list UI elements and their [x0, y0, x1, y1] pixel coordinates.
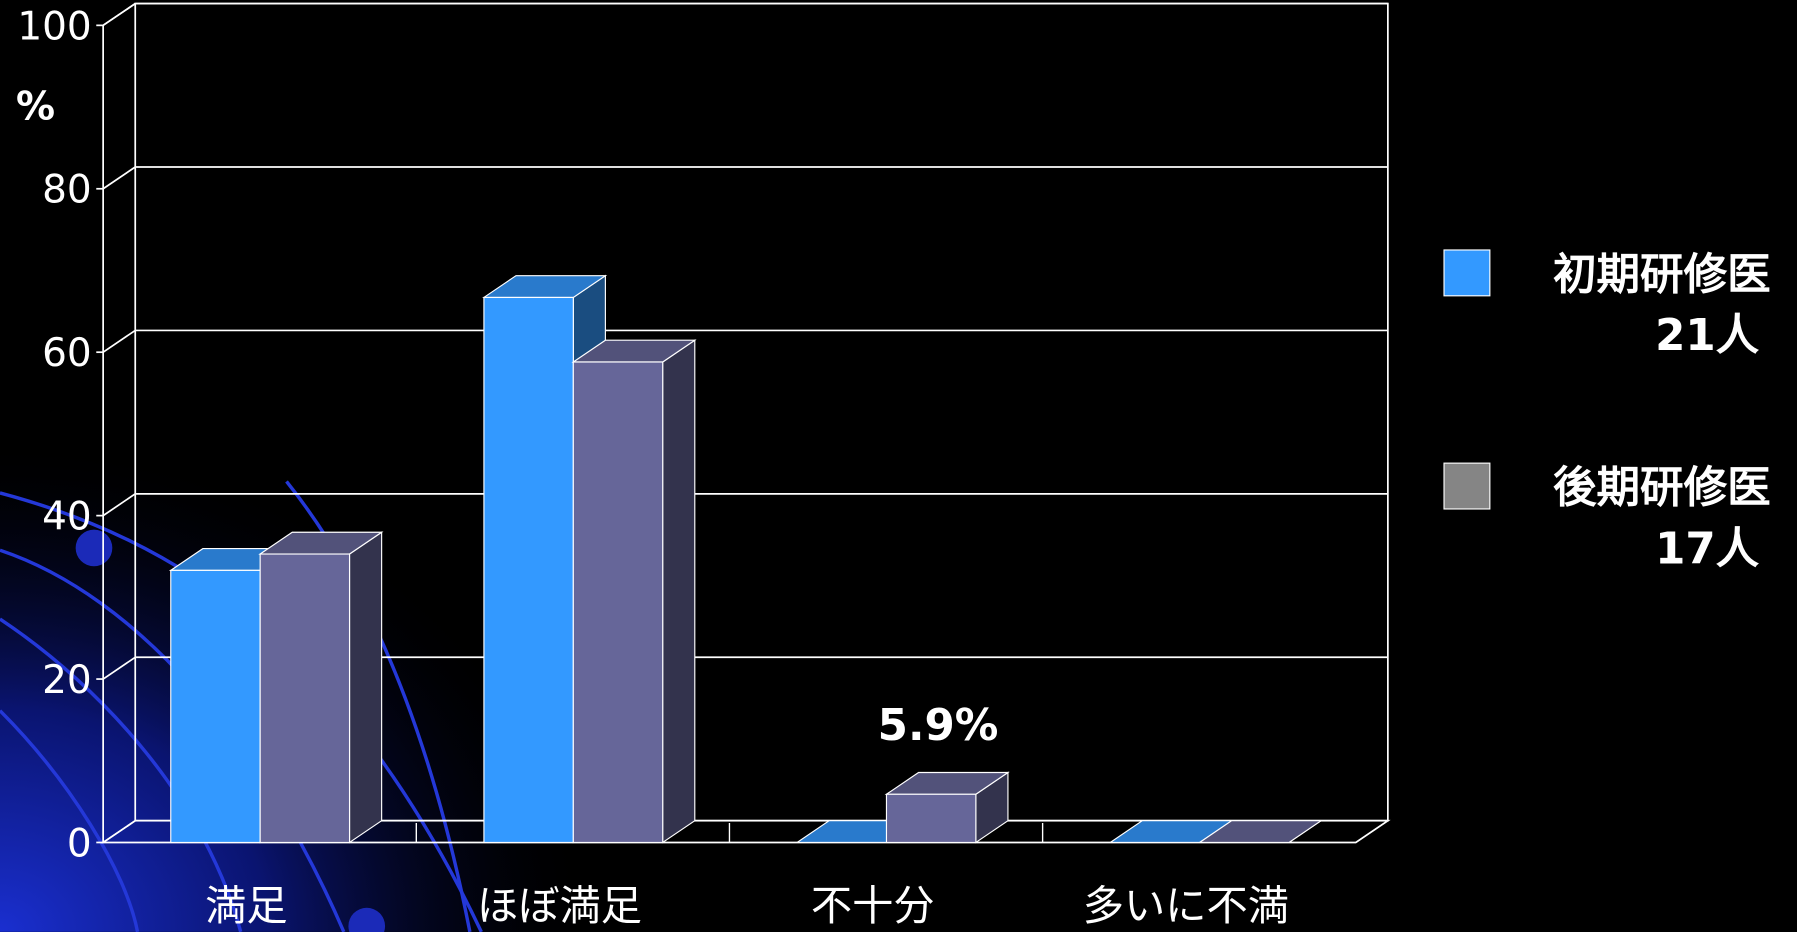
bar-side — [348, 531, 383, 844]
bar — [483, 296, 574, 844]
left-wall-line — [102, 656, 136, 680]
x-tick-label: 多いに不満 — [1083, 882, 1289, 930]
bar-group — [258, 531, 384, 844]
bar — [259, 553, 351, 844]
bar-side — [662, 339, 696, 844]
left-wall-line — [102, 2, 136, 27]
decoration-dot — [348, 907, 386, 932]
left-wall-line — [102, 166, 136, 190]
y-tick-label: 20 — [42, 658, 92, 703]
legend-swatch — [1443, 462, 1491, 510]
left-wall-line — [102, 493, 136, 517]
legend-label-line: 初期研修医 — [1553, 250, 1771, 300]
x-tick-label: 満足 — [205, 882, 288, 930]
bar-top — [1197, 820, 1323, 844]
data-label: 5.9% — [878, 701, 999, 751]
left-wall-line — [102, 819, 136, 844]
legend-swatch — [1443, 249, 1491, 297]
x-tick-label: 不十分 — [811, 882, 935, 930]
legend-label-line: 21人 — [1655, 311, 1760, 361]
bar-group — [884, 771, 1010, 844]
legend-label-line: 後期研修医 — [1553, 464, 1771, 514]
legend-label: 後期研修医 17人 — [1553, 464, 1771, 575]
bar — [170, 569, 261, 844]
bar — [885, 793, 977, 844]
x-tick-label: ほぼ満足 — [477, 882, 642, 930]
bar-group — [1197, 820, 1323, 844]
y-tick-label: 100 — [17, 4, 91, 49]
left-wall-line — [102, 329, 136, 353]
legend-label: 初期研修医 21人 — [1553, 250, 1771, 361]
legend-label-line: 17人 — [1655, 524, 1760, 574]
bar-group — [571, 339, 697, 844]
y-tick-label: 0 — [67, 821, 92, 866]
y-tick-label: 60 — [42, 331, 92, 376]
y-axis-label: % — [16, 85, 55, 130]
bar — [572, 361, 664, 844]
y-tick-label: 80 — [42, 168, 92, 213]
y-tick-label: 40 — [42, 495, 92, 540]
